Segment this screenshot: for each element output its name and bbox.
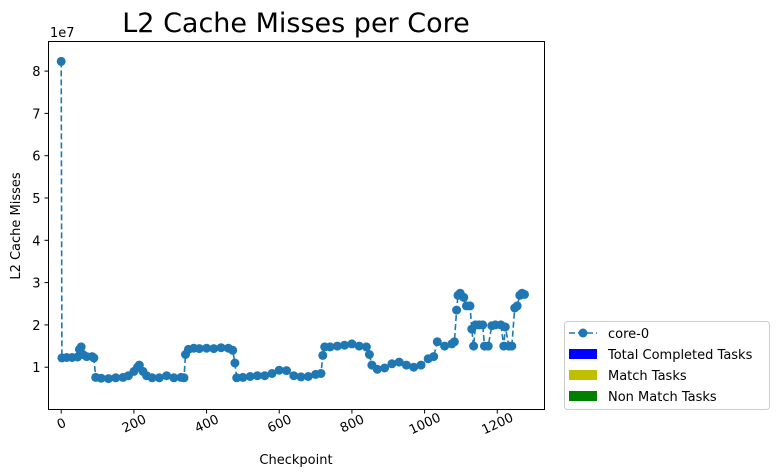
data-point <box>507 341 517 351</box>
data-point <box>282 366 291 376</box>
data-point <box>465 301 475 311</box>
data-point <box>316 369 326 378</box>
data-point <box>245 372 255 381</box>
data-layer <box>56 56 529 384</box>
data-point <box>520 289 529 299</box>
y-tick-label: 2 <box>32 319 40 334</box>
data-point <box>340 340 350 350</box>
data-point <box>401 360 411 370</box>
data-point <box>111 373 121 383</box>
legend-label: Non Match Tasks <box>608 390 717 405</box>
data-point <box>429 352 439 362</box>
x-tick-label: 1200 <box>480 411 516 439</box>
data-point <box>325 342 335 352</box>
x-tick-label: 400 <box>193 412 222 436</box>
x-axis-label: Checkpoint <box>259 453 332 468</box>
legend: core-0 Total Completed Tasks Match Tasks No… <box>564 321 770 410</box>
data-point <box>364 350 374 359</box>
data-point <box>169 373 179 383</box>
y-tick-label: 3 <box>32 277 40 292</box>
data-point <box>380 363 390 373</box>
data-point <box>361 342 371 352</box>
plot-frame <box>48 41 545 410</box>
data-point <box>354 341 364 351</box>
legend-box <box>564 321 770 410</box>
y-tick-label: 4 <box>32 234 40 249</box>
data-point <box>162 371 172 381</box>
data-point <box>104 374 113 384</box>
data-point <box>332 341 342 351</box>
data-point <box>252 371 262 381</box>
data-point <box>387 359 397 369</box>
data-point <box>303 372 313 381</box>
data-point <box>372 364 382 374</box>
y-offset-label: 1e7 <box>50 26 75 41</box>
data-point <box>452 305 462 315</box>
x-axis: 0 200 400 600 800 1000 1200 <box>55 409 516 439</box>
data-point <box>347 339 357 349</box>
series-line-core-0 <box>60 61 525 380</box>
data-point <box>154 373 164 383</box>
data-point <box>216 343 226 353</box>
data-point <box>289 371 299 381</box>
data-point <box>238 372 248 382</box>
data-point <box>500 322 510 332</box>
data-point <box>469 341 479 351</box>
data-point <box>440 341 450 351</box>
data-point <box>432 337 442 347</box>
chart-title: L2 Cache Misses per Core <box>122 8 469 39</box>
data-point <box>202 343 212 353</box>
y-tick-label: 6 <box>32 150 40 165</box>
data-point <box>449 337 459 347</box>
x-tick-label: 0 <box>55 416 69 433</box>
data-point <box>179 373 189 383</box>
legend-patch-swatch <box>569 391 597 401</box>
legend-label: Match Tasks <box>608 369 687 384</box>
y-tick-label: 7 <box>32 107 40 122</box>
data-point <box>394 357 404 367</box>
data-point <box>512 301 522 311</box>
data-point <box>267 369 277 378</box>
data-point <box>209 344 219 354</box>
data-point <box>228 345 238 355</box>
legend-marker-swatch <box>578 328 588 338</box>
legend-label: core-0 <box>608 327 649 342</box>
data-point <box>416 360 426 370</box>
data-point <box>89 353 99 363</box>
y-tick-label: 5 <box>32 192 40 207</box>
y-axis: 1 2 3 4 5 6 7 8 <box>32 65 49 376</box>
y-axis-label: L2 Cache Misses <box>9 172 24 280</box>
y-tick-label: 8 <box>32 65 40 80</box>
data-point <box>478 320 488 330</box>
data-point <box>409 362 419 372</box>
data-point <box>76 342 86 352</box>
data-point <box>274 365 284 375</box>
data-point <box>260 371 270 381</box>
data-point <box>459 292 469 302</box>
x-tick-label: 800 <box>338 412 367 436</box>
data-point <box>318 350 328 360</box>
y-tick-label: 1 <box>32 361 40 376</box>
data-point <box>296 372 306 382</box>
data-point <box>483 341 493 351</box>
data-point <box>56 56 66 66</box>
data-point <box>230 358 240 368</box>
data-point <box>96 373 106 383</box>
data-point <box>147 373 157 383</box>
x-tick-label: 1000 <box>407 411 443 439</box>
legend-label: Total Completed Tasks <box>607 348 753 363</box>
legend-patch-swatch <box>569 370 597 380</box>
x-tick-label: 600 <box>265 412 294 436</box>
x-tick-label: 200 <box>120 412 149 436</box>
data-point <box>194 344 204 354</box>
legend-patch-swatch <box>569 349 597 359</box>
